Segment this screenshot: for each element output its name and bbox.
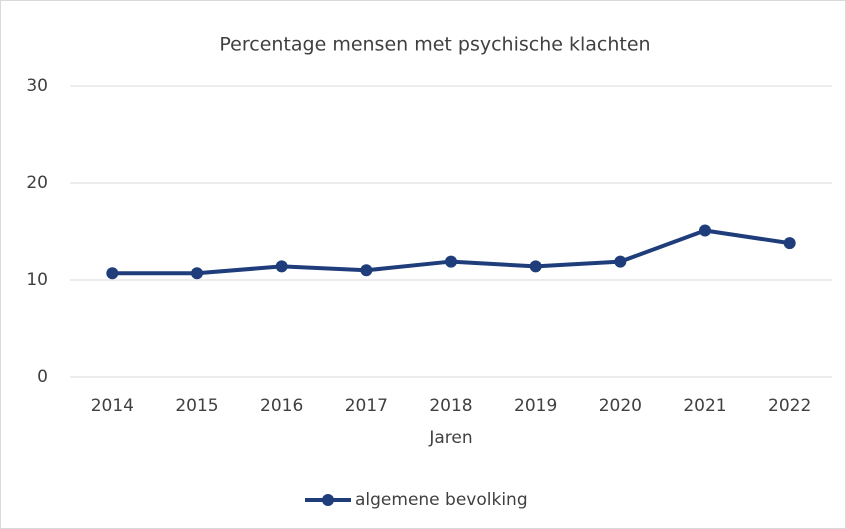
data-point	[783, 237, 796, 250]
x-tick-label: 2022	[768, 396, 811, 416]
data-point	[699, 224, 711, 237]
x-tick-label: 2018	[429, 396, 472, 416]
data-point	[106, 267, 119, 280]
x-tick-label: 2015	[175, 396, 218, 416]
data-point	[445, 255, 457, 268]
x-tick-label: 2016	[260, 396, 303, 416]
data-point	[275, 260, 288, 273]
legend-label: algemene bevolking	[355, 490, 528, 510]
data-point	[360, 264, 373, 277]
data-point	[529, 260, 542, 273]
x-tick-label: 2014	[91, 396, 134, 416]
y-tick-label: 20	[26, 173, 48, 193]
x-tick-label: 2021	[683, 396, 726, 416]
legend-marker	[322, 494, 334, 506]
x-tick-label: 2019	[514, 396, 557, 416]
y-tick-label: 10	[26, 270, 48, 290]
x-tick-label: 2020	[599, 396, 642, 416]
data-point	[614, 255, 627, 268]
y-tick-label: 30	[26, 76, 48, 96]
y-tick-label: 0	[37, 367, 48, 387]
x-tick-label: 2017	[345, 396, 388, 416]
x-axis-title: Jaren	[428, 428, 472, 448]
data-point	[191, 267, 203, 280]
chart-title: Percentage mensen met psychische klachte…	[219, 34, 650, 56]
